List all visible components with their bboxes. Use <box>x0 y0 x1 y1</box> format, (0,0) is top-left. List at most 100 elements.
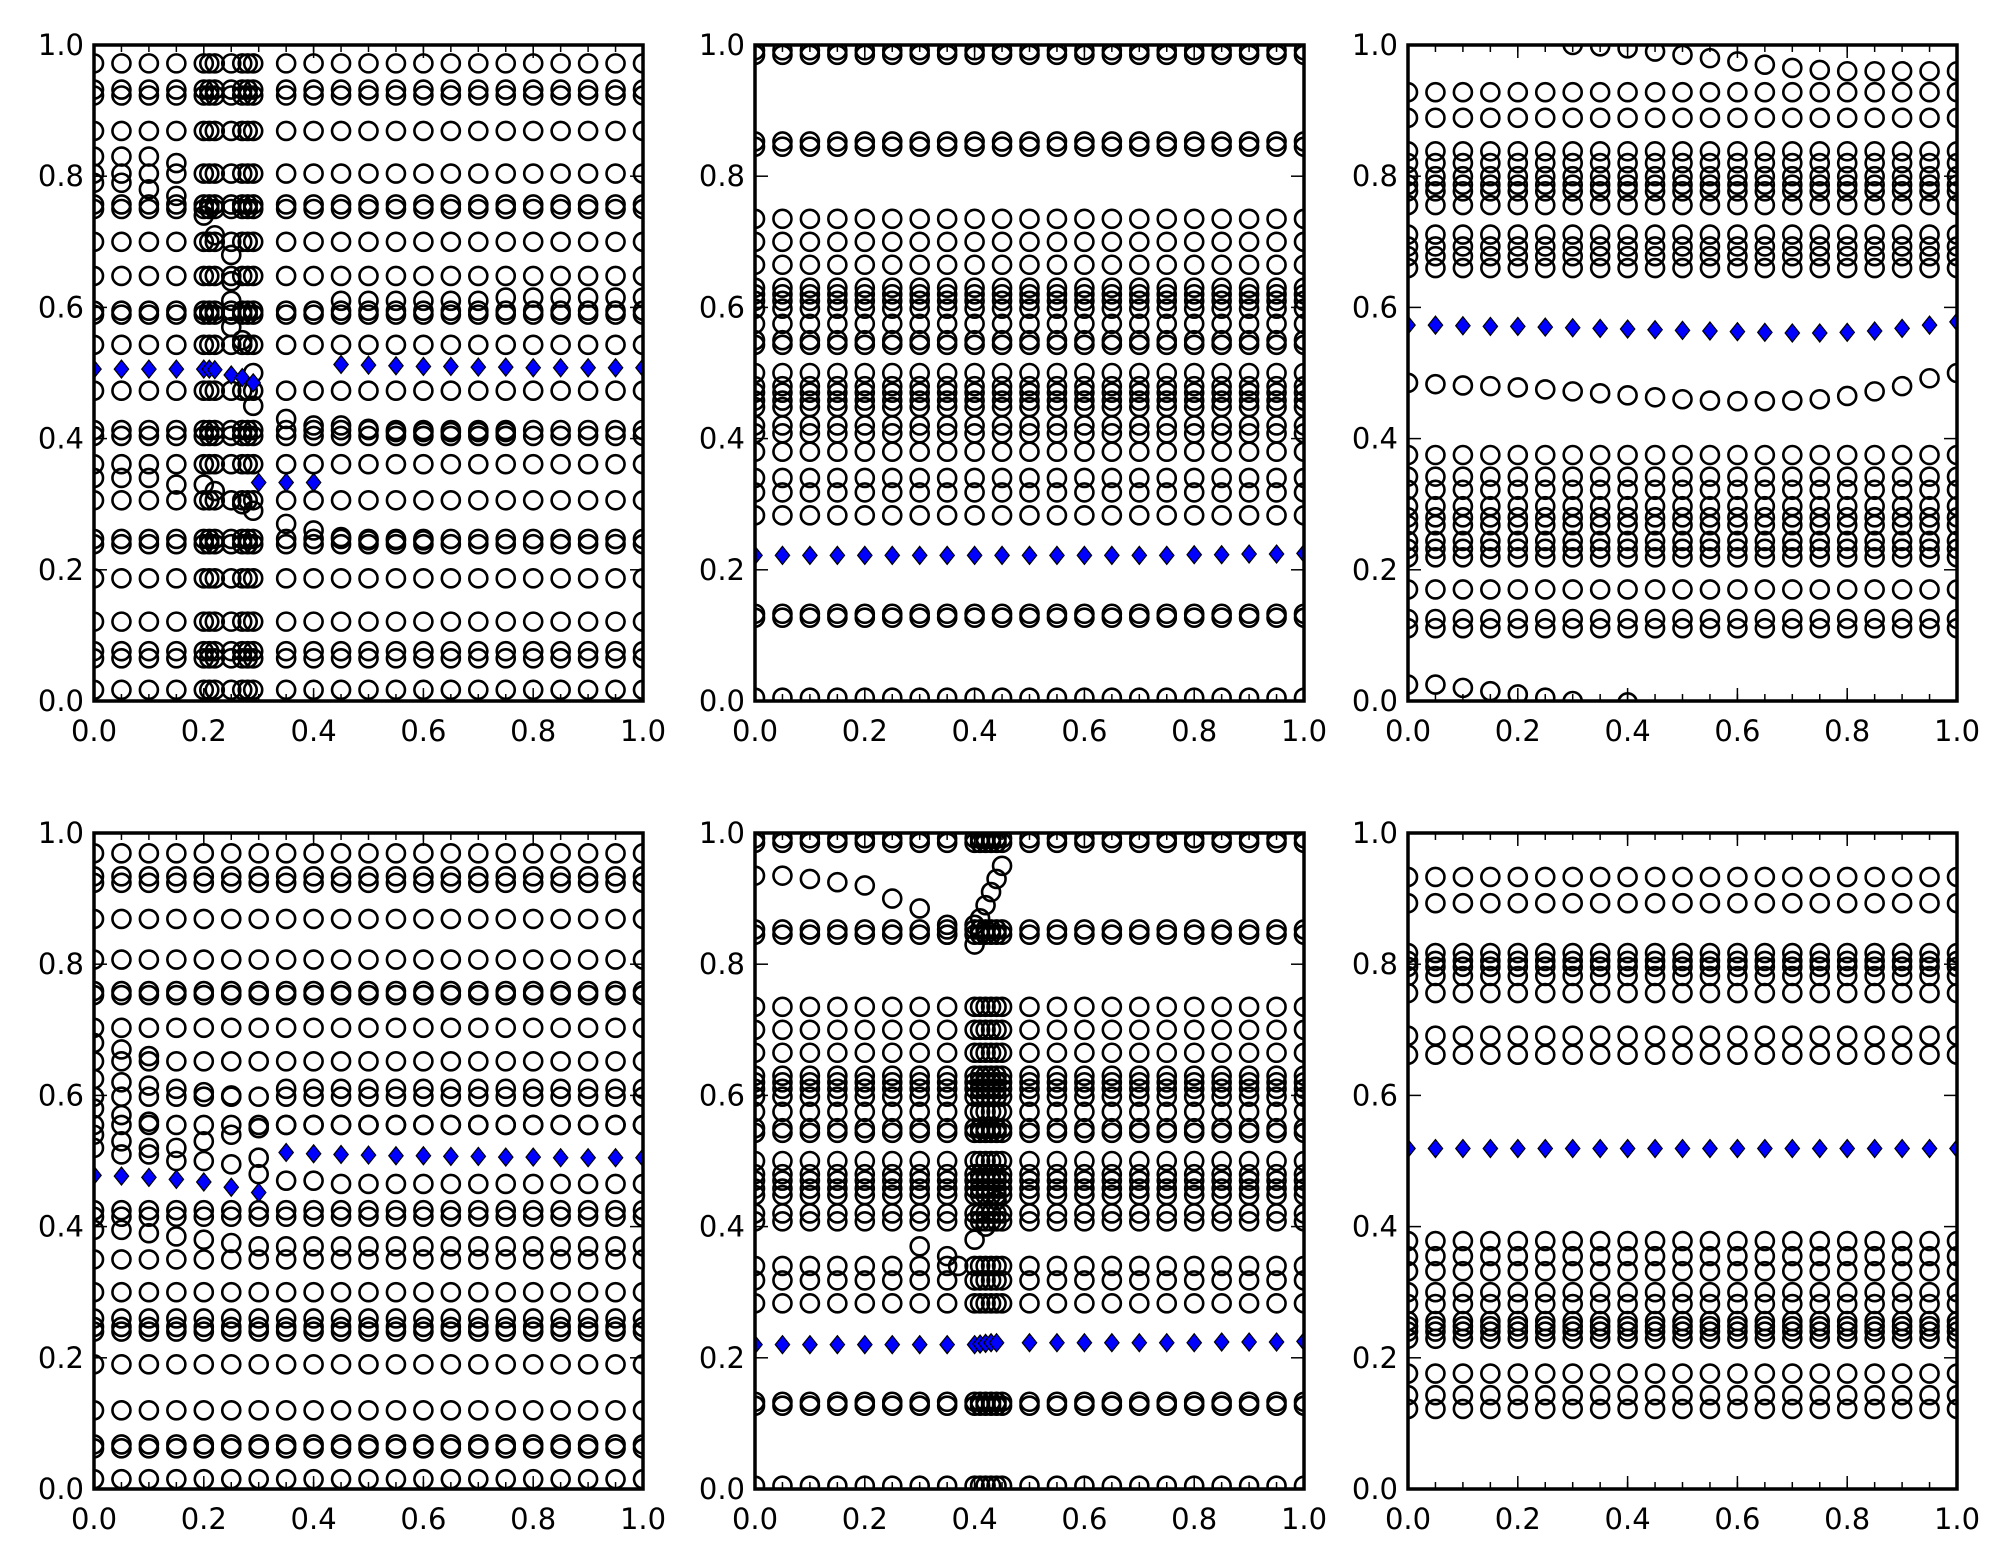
circle-point <box>1183 1150 1205 1172</box>
circle-point <box>1425 538 1446 560</box>
circle-point <box>138 489 160 511</box>
circle-point <box>1480 982 1501 1004</box>
circle-point <box>1782 1281 1803 1303</box>
circle-point <box>1782 174 1803 196</box>
circle-point <box>237 679 259 701</box>
circle-point <box>94 1399 105 1421</box>
circle-point <box>1534 507 1556 528</box>
circle-point <box>166 185 187 207</box>
circle-point <box>1864 617 1885 639</box>
circle-point <box>275 1354 297 1375</box>
circle-point <box>413 872 434 894</box>
circle-point <box>909 277 931 299</box>
circle-point <box>1836 1025 1858 1047</box>
diamond-point <box>884 1334 901 1355</box>
circle-point <box>755 1395 766 1416</box>
circle-point <box>827 1203 848 1224</box>
circle-point <box>1534 152 1556 174</box>
circle-point <box>1534 479 1556 501</box>
diamond-point <box>223 1177 240 1198</box>
circle-point <box>1156 505 1178 526</box>
circle-point <box>1074 1211 1095 1232</box>
circle-point <box>1452 194 1474 216</box>
circle-point <box>522 231 544 253</box>
circle-point <box>854 505 876 526</box>
circle-point <box>1211 208 1232 230</box>
circle-point <box>1046 277 1068 299</box>
plot-area <box>755 45 1304 701</box>
circle-point <box>986 868 1007 890</box>
circle-point <box>1211 1178 1232 1199</box>
circle-point <box>1617 385 1638 406</box>
circle-point <box>1046 441 1068 463</box>
circle-point <box>1408 224 1419 245</box>
circle-point <box>467 533 489 555</box>
circle-point <box>440 1308 462 1329</box>
circle-point <box>1864 530 1885 552</box>
circle-point <box>1293 208 1304 230</box>
circle-point <box>1480 165 1501 187</box>
circle-point <box>1507 579 1529 600</box>
circle-point <box>854 1122 876 1144</box>
circle-point <box>1074 375 1095 397</box>
circle-point <box>198 568 220 589</box>
circle-point <box>330 231 352 253</box>
circle-point <box>1480 608 1501 630</box>
circle-point <box>1562 479 1583 501</box>
circle-point <box>1946 538 1957 560</box>
circle-point <box>964 1042 985 1064</box>
circle-point <box>111 611 132 632</box>
circle-point <box>275 265 297 287</box>
diamond-point <box>552 1147 569 1168</box>
circle-point <box>1644 1245 1666 1267</box>
circle-point <box>193 949 215 970</box>
circle-point <box>991 375 1013 397</box>
circle-point <box>166 1321 187 1342</box>
circle-point <box>799 1086 821 1108</box>
circle-point <box>1946 224 1957 245</box>
circle-point <box>193 198 215 220</box>
circle-point <box>980 1395 1002 1416</box>
circle-point <box>1129 277 1150 299</box>
circle-point <box>1425 81 1446 103</box>
circle-point <box>1644 950 1666 972</box>
circle-point <box>772 313 793 335</box>
circle-point <box>166 533 187 555</box>
circle-point <box>1644 386 1666 408</box>
circle-point <box>991 996 1013 1018</box>
circle-point <box>991 283 1013 305</box>
plot-area <box>94 843 643 1489</box>
circle-point <box>1727 165 1748 187</box>
circle-point <box>1699 180 1721 202</box>
circle-point <box>1156 415 1178 436</box>
circle-point <box>605 1086 626 1108</box>
circle-point <box>881 1071 903 1093</box>
circle-point <box>772 441 793 463</box>
diamond-point <box>1811 1138 1828 1159</box>
circle-point <box>1562 381 1583 402</box>
circle-point <box>166 79 187 100</box>
circle-point <box>1562 1044 1583 1066</box>
circle-point <box>495 1050 517 1072</box>
circle-point <box>413 1078 434 1100</box>
circle-point <box>1699 1316 1721 1337</box>
circle-point <box>385 163 407 184</box>
circle-point <box>1183 382 1205 403</box>
circle-point <box>964 914 985 936</box>
circle-point <box>975 1293 996 1314</box>
circle-point <box>632 679 643 701</box>
circle-point <box>237 53 259 74</box>
circle-point <box>1129 1163 1150 1185</box>
diamond-point <box>635 1147 643 1168</box>
circle-point <box>1238 1078 1260 1100</box>
circle-point <box>1644 236 1666 257</box>
circle-point <box>1046 1270 1068 1291</box>
circle-point <box>1644 180 1666 202</box>
circle-point <box>936 1178 958 1199</box>
circle-point <box>242 611 264 632</box>
circle-point <box>358 198 379 220</box>
circle-point <box>193 611 215 632</box>
circle-point <box>1727 507 1748 528</box>
circle-point <box>1129 313 1150 335</box>
circle-point <box>242 198 264 220</box>
